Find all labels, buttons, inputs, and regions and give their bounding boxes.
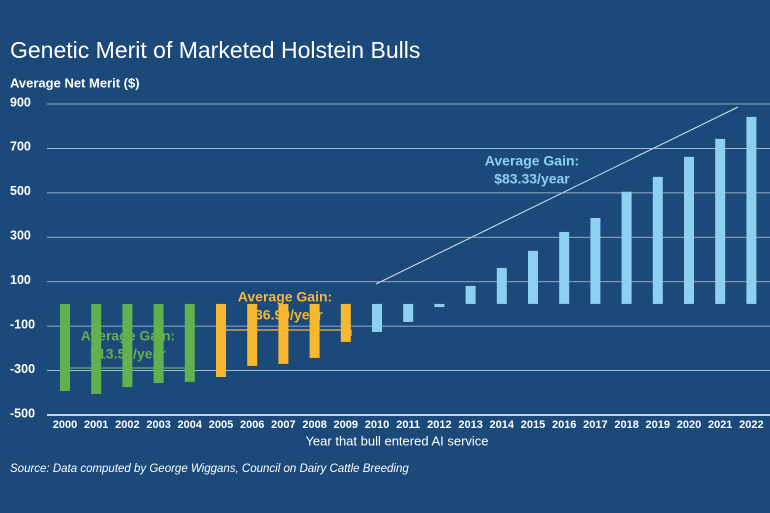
x-tick-label: 2005 — [209, 419, 233, 431]
bar — [590, 217, 601, 304]
source-note: Source: Data computed by George Wiggans,… — [10, 463, 409, 475]
bar — [559, 231, 570, 304]
y-tick-label: 500 — [10, 184, 31, 198]
bar — [340, 303, 351, 342]
x-tick-label: 2016 — [552, 419, 576, 431]
x-tick-label: 2014 — [490, 419, 515, 431]
bar — [278, 303, 289, 364]
annotation: $36.90/year — [247, 307, 323, 323]
annotation: $13.50/year — [90, 346, 166, 362]
y-tick-label: -300 — [10, 362, 35, 376]
bar — [465, 285, 476, 304]
bar — [621, 191, 632, 304]
x-tick-label: 2008 — [302, 419, 326, 431]
x-tick-label: 2021 — [708, 419, 732, 431]
y-tick-label: 300 — [10, 229, 31, 243]
x-tick-label: 2000 — [53, 419, 77, 431]
trend-line — [375, 106, 739, 285]
bar — [684, 156, 694, 304]
bar — [122, 303, 133, 388]
bar — [184, 303, 195, 382]
y-axis-label: Average Net Merit ($) — [10, 75, 140, 90]
x-tick-label: 2004 — [178, 419, 203, 431]
y-tick-label: 700 — [10, 140, 31, 154]
x-tick-label: 2020 — [677, 419, 701, 431]
bar — [434, 303, 445, 308]
x-tick-label: 2007 — [271, 419, 295, 431]
bar — [247, 303, 258, 366]
y-tick-label: 900 — [10, 95, 31, 109]
x-tick-label: 2013 — [458, 419, 482, 431]
bar — [60, 303, 70, 392]
bar — [652, 176, 663, 304]
x-tick-label: 2012 — [427, 419, 451, 431]
chart-title: Genetic Merit of Marketed Holstein Bulls — [10, 37, 420, 63]
annotation: Average Gain: — [485, 153, 579, 169]
x-tick-label: 2002 — [115, 419, 139, 431]
x-tick-label: 2003 — [146, 419, 170, 431]
bar — [216, 303, 226, 378]
bar — [715, 138, 726, 304]
x-axis-label: Year that bull entered AI service — [305, 433, 488, 448]
x-tick-label: 2001 — [84, 419, 108, 431]
bar — [746, 116, 757, 304]
bar — [309, 303, 320, 358]
y-tick-label: -500 — [10, 406, 35, 420]
bar — [496, 267, 507, 304]
annotation: $83.33/year — [494, 171, 570, 187]
annotation: Average Gain: — [238, 289, 332, 305]
x-tick-label: 2006 — [240, 419, 264, 431]
x-tick-label: 2011 — [396, 419, 420, 431]
x-tick-label: 2022 — [739, 419, 763, 431]
x-tick-label: 2018 — [614, 419, 638, 431]
bar — [91, 303, 102, 394]
x-tick-label: 2015 — [521, 419, 545, 431]
x-tick-label: 2009 — [334, 419, 358, 431]
bar — [403, 303, 414, 322]
x-tick-label: 2017 — [583, 419, 607, 431]
bar — [372, 303, 382, 332]
bar — [153, 303, 164, 384]
y-tick-label: 100 — [10, 273, 31, 287]
x-tick-label: 2019 — [646, 419, 670, 431]
annotation: Average Gain: — [81, 328, 175, 344]
y-tick-label: -100 — [10, 317, 35, 331]
bar — [528, 250, 538, 304]
x-tick-label: 2010 — [365, 419, 389, 431]
